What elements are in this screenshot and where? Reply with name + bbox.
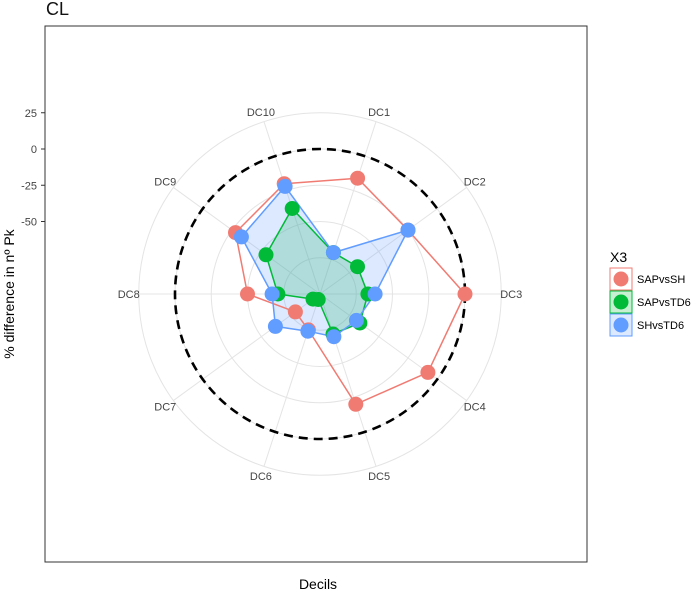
spoke-dc1 xyxy=(319,121,377,295)
point-shvstd6-dc2 xyxy=(400,222,416,238)
category-label-dc9: DC9 xyxy=(154,177,176,189)
point-sapvssh-dc1 xyxy=(350,170,366,186)
category-label-dc4: DC4 xyxy=(464,401,486,413)
legend-key-sapvssh: SAPvsSH xyxy=(609,267,685,291)
legend: X3 SAPvsSH SAPvsTD6 SHvsTD6 xyxy=(609,249,691,337)
legend-label: SAPvsSH xyxy=(637,274,685,286)
y-tick-label: 0 xyxy=(31,144,37,156)
legend-point xyxy=(613,294,629,310)
legend-key-sapvstd6: SAPvsTD6 xyxy=(609,290,691,314)
category-label-dc3: DC3 xyxy=(500,289,522,301)
spoke-dc5 xyxy=(319,293,377,467)
point-sapvstd6-dc2 xyxy=(350,259,365,275)
series-layer xyxy=(173,147,473,441)
category-label-dc1: DC1 xyxy=(368,107,390,119)
category-label-dc10: DC10 xyxy=(247,107,275,119)
point-sapvssh-dc3 xyxy=(457,286,473,302)
point-shvstd6-dc4 xyxy=(348,312,364,328)
x-axis-label: Decils xyxy=(299,576,337,592)
legend-point xyxy=(613,317,629,333)
y-tick-label: -50 xyxy=(21,217,37,229)
point-sapvstd6-dc7 xyxy=(305,291,321,307)
category-label-dc7: DC7 xyxy=(154,401,176,413)
point-shvstd6-dc8 xyxy=(264,286,280,302)
y-axis: 25 0 -25 -50 xyxy=(21,108,45,229)
point-shvstd6-dc1 xyxy=(325,245,341,261)
legend-label: SHvsTD6 xyxy=(637,320,684,332)
category-labels: DC1 DC2 DC3 DC4 DC5 DC6 DC7 DC8 DC9 DC10 xyxy=(118,107,523,483)
point-shvstd6-dc6 xyxy=(300,323,316,339)
point-sapvssh-dc5 xyxy=(348,396,364,412)
legend-title: X3 xyxy=(610,249,627,265)
category-label-dc6: DC6 xyxy=(250,471,272,483)
category-label-dc5: DC5 xyxy=(368,471,390,483)
point-shvstd6-dc3 xyxy=(367,286,383,302)
category-label-dc2: DC2 xyxy=(464,177,486,189)
point-shvstd6-dc5 xyxy=(326,329,342,345)
point-sapvstd6-dc9 xyxy=(258,247,274,263)
spoke-dc4 xyxy=(319,293,467,401)
grid-ring xyxy=(210,184,430,404)
point-sapvssh-dc4 xyxy=(420,364,436,380)
category-label-dc8: DC8 xyxy=(118,289,140,301)
spoke-dc2 xyxy=(319,187,467,295)
area-sapvstd6 xyxy=(266,208,368,334)
y-tick-label: -25 xyxy=(21,180,37,192)
legend-key-shvstd6: SHvsTD6 xyxy=(609,313,684,337)
point-sapvstd6-dc10 xyxy=(284,201,300,216)
y-tick-label: 25 xyxy=(25,108,37,120)
y-axis-label: % difference in nº Pk xyxy=(1,228,17,358)
point-sapvssh-dc8 xyxy=(240,286,255,302)
legend-point xyxy=(613,271,629,287)
spoke-dc6 xyxy=(263,293,321,467)
point-shvstd6-dc9 xyxy=(233,229,249,245)
chart-title: CL xyxy=(46,0,69,19)
point-shvstd6-dc7 xyxy=(267,318,283,334)
point-sapvssh-dc7 xyxy=(287,304,303,320)
grid-ring xyxy=(138,112,502,476)
legend-label: SAPvsTD6 xyxy=(637,297,691,309)
point-shvstd6-dc10 xyxy=(277,178,293,194)
